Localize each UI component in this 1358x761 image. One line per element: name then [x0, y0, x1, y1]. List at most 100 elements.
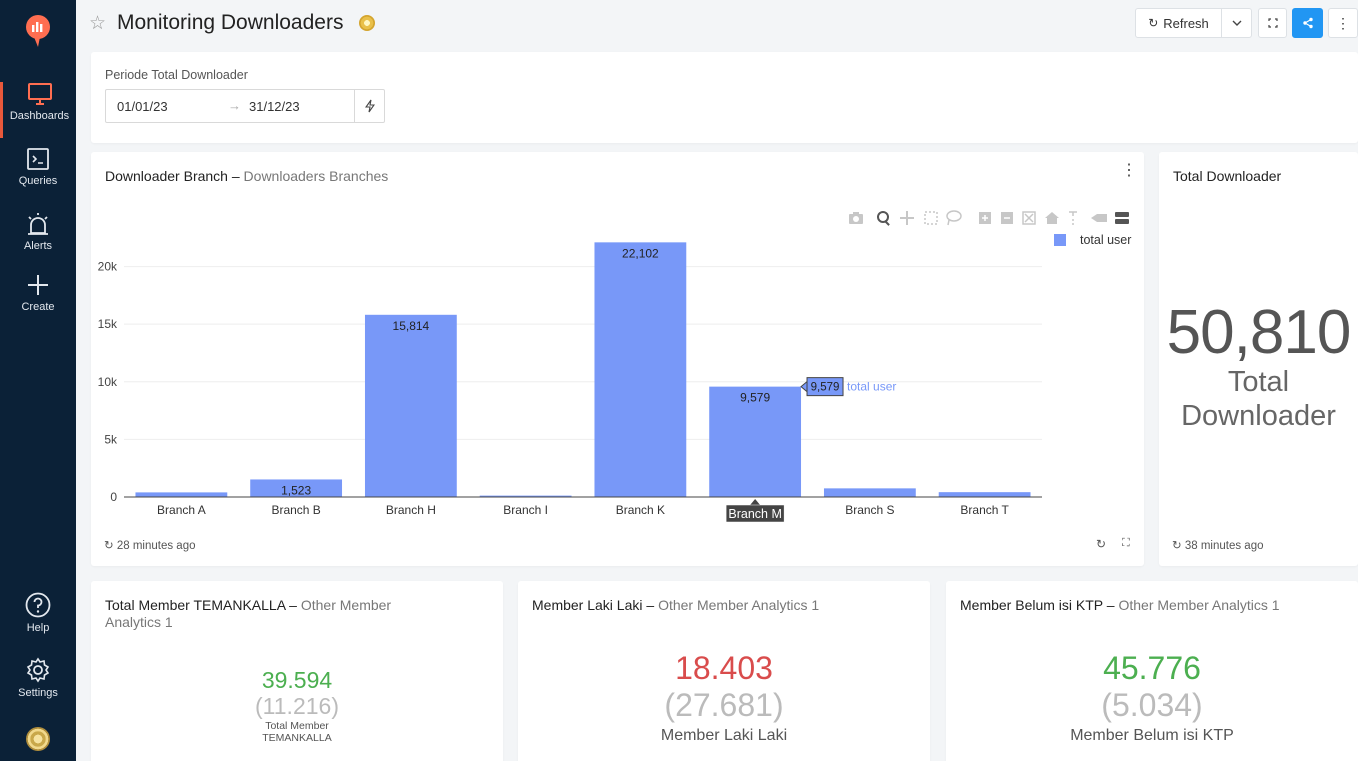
pan-icon[interactable] [900, 211, 914, 225]
x-tick-label: Branch T [960, 503, 1009, 517]
title-separator: – [646, 597, 659, 613]
bar[interactable] [823, 488, 916, 497]
chart-subtitle: Downloaders Branches [243, 168, 389, 184]
home-icon[interactable] [1045, 212, 1059, 224]
counter-target: (11.216) [255, 693, 339, 719]
dashboard-badge-icon [359, 15, 375, 31]
refresh-button[interactable]: ↻ Refresh [1135, 8, 1222, 38]
alarm-icon [28, 213, 48, 235]
refresh-label: Refresh [1163, 15, 1209, 31]
counter-title: Total Member TEMANKALLA – Other Member A… [105, 597, 391, 631]
chart-panel: Downloader Branch – Downloaders Branches… [91, 152, 1144, 566]
share-button[interactable] [1292, 8, 1323, 38]
end-date-input[interactable]: 31/12/23 [249, 99, 300, 114]
counter-label: Member Laki Laki [660, 727, 788, 744]
bar[interactable] [709, 386, 802, 497]
favorite-star-icon[interactable]: ☆ [89, 13, 107, 34]
zoom-out-icon[interactable] [1001, 212, 1013, 224]
hover-axis-box[interactable] [725, 504, 785, 522]
y-tick-label: 5k [104, 432, 118, 446]
box-select-icon[interactable] [924, 211, 938, 225]
bar[interactable] [250, 479, 343, 497]
counter-panel-member-belum-isi-ktp: Member Belum isi KTP – Other Member Anal… [946, 581, 1358, 761]
bar[interactable] [479, 495, 572, 497]
dynamic-date-button[interactable] [354, 90, 384, 122]
bar-chart[interactable]: 0 5k 10k 15k 20k Branch A 1,523 Branch B 15,814 B… [91, 232, 1144, 522]
nav-queries[interactable]: Queries [0, 147, 76, 203]
spike-lines-icon[interactable] [1069, 211, 1077, 225]
counter-target: (27.681) [664, 687, 784, 723]
total-downloader-panel: Total Downloader 50,810 Total Downloader… [1159, 152, 1358, 566]
more-options-button[interactable]: ⋮ [1328, 8, 1358, 38]
fullscreen-button[interactable] [1258, 8, 1287, 38]
refresh-small-icon: ↻ [104, 540, 114, 552]
nav-dashboards[interactable]: Dashboards [0, 82, 76, 138]
legend-label[interactable]: total user [1080, 233, 1132, 247]
updated-timestamp: ↻ 28 minutes ago [104, 538, 195, 552]
zoom-in-icon[interactable] [979, 212, 991, 224]
nav-label: Alerts [23, 240, 53, 252]
nav-label: Queries [18, 175, 58, 187]
chevron-down-icon [1232, 20, 1241, 26]
counter-target: (5.034) [1101, 687, 1203, 723]
date-range-picker[interactable]: 01/01/23 → 31/12/23 [105, 89, 385, 123]
nav-label: Create [21, 301, 55, 313]
monitor-icon [27, 83, 52, 105]
hover-axis-pointer [750, 499, 761, 505]
counter-value: 39.594 [261, 667, 333, 693]
counter-panel-member-laki-laki: Member Laki Laki – Other Member Analytic… [518, 581, 930, 761]
share-icon [1302, 17, 1313, 29]
hover-value-box[interactable] [806, 377, 844, 397]
zoom-icon[interactable] [877, 211, 890, 226]
updated-timestamp: ↻ 38 minutes ago [1172, 538, 1263, 552]
widget-expand-icon[interactable]: ⛶ [1122, 537, 1130, 549]
refresh-small-icon: ↻ [1172, 540, 1182, 552]
terminal-icon [27, 148, 49, 170]
gear-icon [26, 657, 50, 683]
x-tick-label: Branch A [157, 503, 206, 517]
hover-closest-icon[interactable] [1091, 214, 1107, 222]
nav-help[interactable]: Help [0, 592, 76, 648]
start-date-input[interactable]: 01/01/23 [117, 99, 168, 114]
counter-value: 18.403 [675, 650, 773, 686]
bar[interactable] [938, 492, 1031, 497]
lasso-select-icon[interactable] [946, 210, 962, 226]
title-separator: – [231, 168, 244, 184]
counter-value: 45.776 [1103, 650, 1201, 686]
widget-refresh-icon[interactable]: ↻ [1096, 537, 1107, 551]
autoscale-icon[interactable] [1022, 211, 1036, 225]
widget-menu-icon[interactable]: ⋮ [1121, 162, 1137, 179]
x-tick-label: Branch H [386, 503, 436, 517]
bar[interactable] [135, 492, 228, 497]
bar[interactable] [594, 242, 687, 497]
y-tick-label: 0 [110, 490, 117, 504]
nav-label: Dashboards [9, 110, 70, 122]
nav-create[interactable]: Create [0, 273, 76, 329]
page-title: Monitoring Downloaders [117, 11, 344, 34]
counter-panel-total-member: Total Member TEMANKALLA – Other Member A… [91, 581, 503, 761]
refresh-dropdown-button[interactable] [1221, 8, 1252, 38]
bar[interactable] [364, 314, 457, 497]
redash-logo-icon[interactable] [24, 14, 52, 48]
counter-title-text: Total Member TEMANKALLA [105, 597, 286, 613]
x-tick-label: Branch I [503, 503, 548, 517]
bar-value-label: 1,523 [281, 483, 311, 497]
sidebar: Dashboards Queries Alerts Create Help [0, 0, 76, 761]
counter-title: Member Belum isi KTP – Other Member Anal… [960, 597, 1280, 614]
refresh-icon: ↻ [1148, 16, 1159, 30]
title-separator: – [1106, 597, 1119, 613]
bar-value-label: 15,814 [393, 319, 430, 333]
camera-icon[interactable] [849, 212, 863, 224]
counter-title: Member Laki Laki – Other Member Analytic… [532, 597, 819, 614]
nav-alerts[interactable]: Alerts [0, 212, 76, 268]
legend-swatch[interactable] [1054, 234, 1066, 246]
avatar[interactable] [26, 727, 50, 751]
title-separator: – [289, 597, 301, 613]
updated-text: 38 minutes ago [1184, 540, 1264, 552]
hover-compare-icon[interactable] [1115, 212, 1129, 224]
fullscreen-icon [1267, 18, 1278, 28]
lightning-icon [364, 99, 375, 113]
x-tick-label: Branch S [845, 503, 894, 517]
nav-label: Settings [18, 687, 58, 699]
nav-settings[interactable]: Settings [0, 657, 76, 713]
